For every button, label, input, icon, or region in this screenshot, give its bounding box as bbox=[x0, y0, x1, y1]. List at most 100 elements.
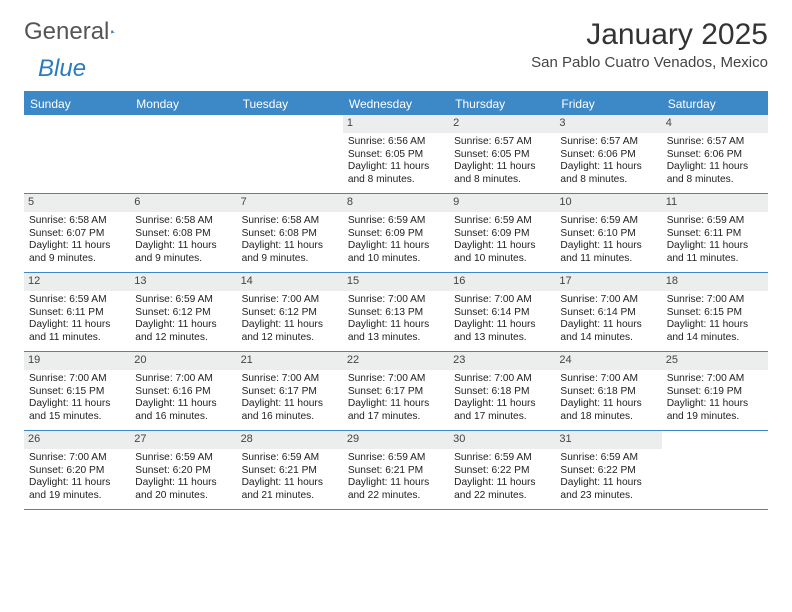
daylight-text: Daylight: 11 hours and 14 minutes. bbox=[667, 319, 763, 345]
sunrise-text: Sunrise: 6:59 AM bbox=[560, 452, 656, 465]
sunset-text: Sunset: 6:05 PM bbox=[454, 149, 550, 162]
sunrise-text: Sunrise: 6:58 AM bbox=[135, 215, 231, 228]
day-number: 3 bbox=[555, 115, 661, 133]
daylight-text: Daylight: 11 hours and 15 minutes. bbox=[29, 398, 125, 424]
sunrise-text: Sunrise: 6:59 AM bbox=[348, 215, 444, 228]
title-block: January 2025 San Pablo Cuatro Venados, M… bbox=[531, 18, 768, 71]
day-cell: 29Sunrise: 6:59 AMSunset: 6:21 PMDayligh… bbox=[343, 431, 449, 509]
day-cell: 14Sunrise: 7:00 AMSunset: 6:12 PMDayligh… bbox=[237, 273, 343, 351]
day-number: 10 bbox=[555, 194, 661, 212]
day-number: 24 bbox=[555, 352, 661, 370]
sunrise-text: Sunrise: 6:57 AM bbox=[667, 136, 763, 149]
day-cell: 6Sunrise: 6:58 AMSunset: 6:08 PMDaylight… bbox=[130, 194, 236, 272]
daylight-text: Daylight: 11 hours and 11 minutes. bbox=[560, 240, 656, 266]
day-cell: 24Sunrise: 7:00 AMSunset: 6:18 PMDayligh… bbox=[555, 352, 661, 430]
sunset-text: Sunset: 6:09 PM bbox=[348, 228, 444, 241]
daylight-text: Daylight: 11 hours and 16 minutes. bbox=[135, 398, 231, 424]
day-cell: 30Sunrise: 6:59 AMSunset: 6:22 PMDayligh… bbox=[449, 431, 555, 509]
week-row: 5 Sunrise: 6:58 AM Sunset: 6:07 PM Daylight… bbox=[24, 194, 768, 273]
daylight-text: Daylight: 11 hours and 10 minutes. bbox=[454, 240, 550, 266]
day-number: 11 bbox=[662, 194, 768, 212]
sunset-text: Sunset: 6:22 PM bbox=[454, 465, 550, 478]
sunset-text: Sunset: 6:17 PM bbox=[242, 386, 338, 399]
sunrise-text: Sunrise: 6:59 AM bbox=[29, 294, 125, 307]
sunset-text: Sunset: 6:20 PM bbox=[29, 465, 125, 478]
day-cell: 26Sunrise: 7:00 AMSunset: 6:20 PMDayligh… bbox=[24, 431, 130, 509]
day-header: Saturday bbox=[662, 93, 768, 115]
brand-logo: General bbox=[24, 18, 141, 46]
sunset-text: Sunset: 6:15 PM bbox=[29, 386, 125, 399]
sunset-text: Sunset: 6:05 PM bbox=[348, 149, 444, 162]
sunrise-text: Sunrise: 7:00 AM bbox=[242, 294, 338, 307]
daylight-text: Daylight: 11 hours and 13 minutes. bbox=[348, 319, 444, 345]
day-cell: 27Sunrise: 6:59 AMSunset: 6:20 PMDayligh… bbox=[130, 431, 236, 509]
daylight-text: Daylight: 11 hours and 22 minutes. bbox=[348, 477, 444, 503]
sunrise-text: Sunrise: 6:59 AM bbox=[454, 452, 550, 465]
day-cell bbox=[662, 431, 768, 509]
calendar: Sunday Monday Tuesday Wednesday Thursday… bbox=[24, 91, 768, 510]
sunset-text: Sunset: 6:07 PM bbox=[29, 228, 125, 241]
daylight-text: Daylight: 11 hours and 8 minutes. bbox=[560, 161, 656, 187]
day-number: 13 bbox=[130, 273, 236, 291]
day-cell: 23Sunrise: 7:00 AMSunset: 6:18 PMDayligh… bbox=[449, 352, 555, 430]
daylight-text: Daylight: 11 hours and 16 minutes. bbox=[242, 398, 338, 424]
day-number: 25 bbox=[662, 352, 768, 370]
sunset-text: Sunset: 6:14 PM bbox=[560, 307, 656, 320]
sunset-text: Sunset: 6:21 PM bbox=[348, 465, 444, 478]
sunrise-text: Sunrise: 7:00 AM bbox=[560, 294, 656, 307]
sunrise-text: Sunrise: 6:57 AM bbox=[560, 136, 656, 149]
week-row: 12 Sunrise: 6:59 AMSunset: 6:11 PM Dayligh… bbox=[24, 273, 768, 352]
day-cell: 31Sunrise: 6:59 AMSunset: 6:22 PMDayligh… bbox=[555, 431, 661, 509]
sunset-text: Sunset: 6:14 PM bbox=[454, 307, 550, 320]
sunrise-text: Sunrise: 7:00 AM bbox=[242, 373, 338, 386]
sunrise-text: Sunrise: 7:00 AM bbox=[454, 373, 550, 386]
day-cell bbox=[130, 115, 236, 193]
sunset-text: Sunset: 6:11 PM bbox=[29, 307, 125, 320]
day-header: Wednesday bbox=[343, 93, 449, 115]
day-cell: 2Sunrise: 6:57 AMSunset: 6:05 PMDaylight… bbox=[449, 115, 555, 193]
day-header-row: Sunday Monday Tuesday Wednesday Thursday… bbox=[24, 93, 768, 115]
day-cell: 12Sunrise: 6:59 AMSunset: 6:11 PMDayligh… bbox=[24, 273, 130, 351]
sunset-text: Sunset: 6:08 PM bbox=[242, 228, 338, 241]
sunset-text: Sunset: 6:09 PM bbox=[454, 228, 550, 241]
day-cell: 13Sunrise: 6:59 AMSunset: 6:12 PMDayligh… bbox=[130, 273, 236, 351]
day-cell: 8Sunrise: 6:59 AMSunset: 6:09 PMDaylight… bbox=[343, 194, 449, 272]
sunrise-text: Sunrise: 6:59 AM bbox=[560, 215, 656, 228]
sunrise-text: Sunrise: 7:00 AM bbox=[560, 373, 656, 386]
sunrise-text: Sunrise: 7:00 AM bbox=[667, 373, 763, 386]
day-number: 9 bbox=[449, 194, 555, 212]
day-cell: 15Sunrise: 7:00 AMSunset: 6:13 PMDayligh… bbox=[343, 273, 449, 351]
day-cell: 1Sunrise: 6:56 AMSunset: 6:05 PMDaylight… bbox=[343, 115, 449, 193]
sunset-text: Sunset: 6:12 PM bbox=[135, 307, 231, 320]
sunset-text: Sunset: 6:06 PM bbox=[560, 149, 656, 162]
sunset-text: Sunset: 6:16 PM bbox=[135, 386, 231, 399]
day-cell: 10Sunrise: 6:59 AMSunset: 6:10 PMDayligh… bbox=[555, 194, 661, 272]
sunrise-text: Sunrise: 6:57 AM bbox=[454, 136, 550, 149]
day-number: 6 bbox=[130, 194, 236, 212]
sunset-text: Sunset: 6:11 PM bbox=[667, 228, 763, 241]
day-number: 19 bbox=[24, 352, 130, 370]
location-subtitle: San Pablo Cuatro Venados, Mexico bbox=[531, 54, 768, 71]
brand-name-2: Blue bbox=[38, 55, 86, 83]
day-number: 23 bbox=[449, 352, 555, 370]
brand-name-1: General bbox=[24, 18, 109, 46]
day-number: 1 bbox=[343, 115, 449, 133]
daylight-text: Daylight: 11 hours and 12 minutes. bbox=[135, 319, 231, 345]
day-number: 31 bbox=[555, 431, 661, 449]
day-cell: 19Sunrise: 7:00 AMSunset: 6:15 PMDayligh… bbox=[24, 352, 130, 430]
day-number: 12 bbox=[24, 273, 130, 291]
day-number: 8 bbox=[343, 194, 449, 212]
day-header: Thursday bbox=[449, 93, 555, 115]
sunrise-text: Sunrise: 7:00 AM bbox=[135, 373, 231, 386]
daylight-text: Daylight: 11 hours and 8 minutes. bbox=[454, 161, 550, 187]
sunset-text: Sunset: 6:18 PM bbox=[454, 386, 550, 399]
day-header: Friday bbox=[555, 93, 661, 115]
day-cell: 18Sunrise: 7:00 AMSunset: 6:15 PMDayligh… bbox=[662, 273, 768, 351]
sunset-text: Sunset: 6:21 PM bbox=[242, 465, 338, 478]
day-cell: 20Sunrise: 7:00 AMSunset: 6:16 PMDayligh… bbox=[130, 352, 236, 430]
day-number: 5 bbox=[24, 194, 130, 212]
sunrise-text: Sunrise: 6:59 AM bbox=[454, 215, 550, 228]
day-number: 4 bbox=[662, 115, 768, 133]
sunrise-text: Sunrise: 6:59 AM bbox=[135, 452, 231, 465]
daylight-text: Daylight: 11 hours and 18 minutes. bbox=[560, 398, 656, 424]
